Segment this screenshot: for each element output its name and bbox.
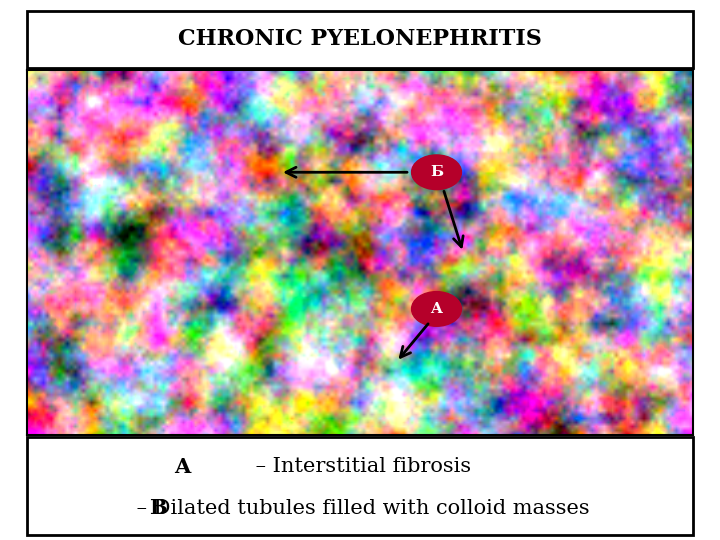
Ellipse shape (412, 155, 462, 190)
Text: B: B (149, 498, 166, 518)
Text: A: A (431, 302, 443, 316)
Ellipse shape (412, 292, 462, 326)
Text: A: A (174, 456, 191, 477)
Text: – Interstitial fibrosis: – Interstitial fibrosis (249, 457, 471, 476)
Text: CHRONIC PYELONEPHRITIS: CHRONIC PYELONEPHRITIS (178, 28, 542, 50)
Text: Б: Б (430, 165, 443, 179)
Text: – Dilated tubules filled with colloid masses: – Dilated tubules filled with colloid ma… (130, 499, 590, 518)
